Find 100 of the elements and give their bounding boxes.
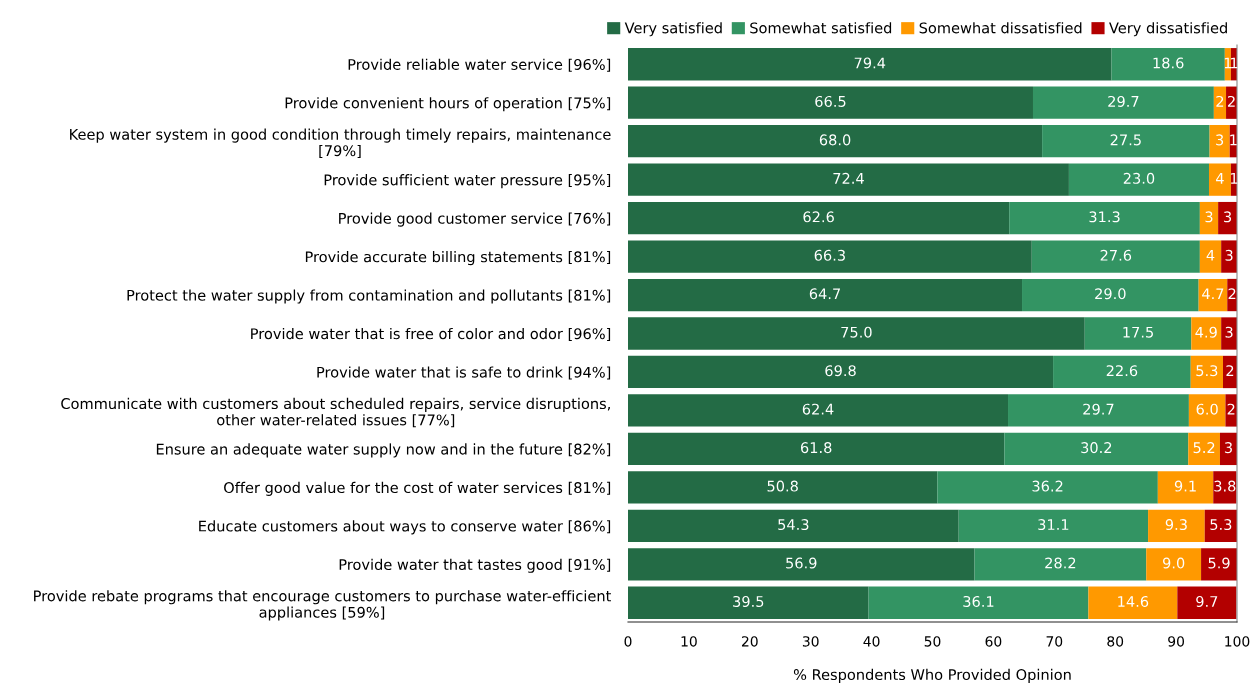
bar — [628, 471, 938, 504]
bar — [628, 355, 1054, 389]
bar — [628, 125, 1043, 158]
x-tick-label: 50 — [924, 636, 941, 647]
data-label: 17.5 — [1123, 326, 1153, 338]
data-label: 23.0 — [1123, 172, 1155, 184]
x-tick-label: 40 — [863, 636, 880, 647]
data-label: 2 — [1216, 95, 1224, 107]
data-label: 62.6 — [803, 211, 834, 223]
bar — [1022, 278, 1199, 312]
x-tick-label: 70 — [1046, 636, 1063, 647]
x-tick-label: 100 — [1225, 636, 1250, 647]
y-tick-label: Keep water system in good condition through timely repairs, maintenance [79%] — [70, 128, 611, 158]
y-tick-label: Offer good value for the cost of water services [81%] — [224, 481, 611, 496]
data-label: 29.7 — [1083, 403, 1114, 415]
bar — [1190, 355, 1223, 389]
bar — [1221, 317, 1237, 350]
data-label: 39.5 — [733, 595, 764, 607]
data-label: 69.8 — [825, 365, 856, 377]
y-tick-label: Provide accurate billing statements [81%] — [305, 251, 611, 266]
bar — [1198, 278, 1228, 312]
bar — [1199, 201, 1219, 235]
bar — [1031, 240, 1200, 273]
y-tick-label: Provide water that is safe to drink [94%] — [317, 366, 611, 380]
bar — [1084, 317, 1192, 350]
bar — [1053, 355, 1191, 389]
bar — [958, 509, 1149, 542]
bar — [1188, 394, 1226, 427]
data-label: 3 — [1224, 442, 1232, 454]
data-label: 9.1 — [1174, 480, 1196, 492]
data-label: 4.7 — [1202, 288, 1224, 300]
data-label: 4.9 — [1195, 326, 1217, 338]
bar — [628, 48, 1112, 81]
data-label: 31.3 — [1089, 211, 1120, 223]
bar — [1004, 432, 1189, 466]
data-label: 22.6 — [1106, 365, 1138, 377]
data-label: 68.0 — [819, 134, 851, 146]
data-label: 2 — [1228, 288, 1236, 300]
data-label: 18.6 — [1153, 57, 1184, 69]
data-label: 1 — [1230, 134, 1237, 146]
bar — [1199, 240, 1222, 273]
data-label: 5.3 — [1196, 365, 1218, 377]
y-tick-label: Provide sufficient water pressure [95%] — [324, 174, 611, 189]
data-label: 2 — [1226, 365, 1234, 376]
data-label: 3 — [1225, 326, 1233, 338]
x-tick-label: 60 — [985, 636, 1002, 647]
bar — [1042, 125, 1210, 158]
y-tick-label: Provide good customer service [76%] — [339, 212, 611, 227]
bar — [1213, 471, 1237, 504]
x-tick-label: 20 — [741, 636, 758, 647]
bar — [1008, 394, 1189, 427]
bar — [628, 86, 1033, 119]
bar — [628, 586, 869, 619]
bar — [1148, 509, 1205, 542]
data-label: 64.7 — [809, 288, 840, 300]
data-label: 31.1 — [1038, 519, 1069, 531]
data-label: 36.2 — [1032, 480, 1063, 492]
bar — [1221, 240, 1237, 273]
data-label: 3 — [1225, 249, 1233, 261]
data-label: 9.7 — [1196, 595, 1218, 607]
bar — [1068, 163, 1209, 196]
data-label: 61.8 — [800, 442, 832, 454]
bar — [1177, 586, 1237, 619]
data-label: 2 — [1227, 403, 1235, 415]
x-axis-title: % Respondents Who Provided Opinion — [793, 668, 1071, 683]
bar — [1208, 163, 1231, 196]
bar — [628, 317, 1085, 350]
bar — [628, 201, 1010, 235]
data-label: 75.0 — [841, 326, 872, 338]
bar — [628, 163, 1069, 196]
data-label: 54.3 — [778, 519, 809, 531]
data-label: 27.5 — [1110, 134, 1141, 146]
data-label: 66.3 — [814, 249, 845, 261]
data-label: 3 — [1205, 211, 1213, 223]
data-label: 6.0 — [1196, 403, 1218, 415]
y-tick-label: Provide water that tastes good [91%] — [339, 558, 611, 573]
legend-label: Somewhat satisfied — [750, 22, 892, 34]
bar — [1032, 86, 1214, 119]
data-label: 66.5 — [815, 95, 846, 107]
data-label: 3.8 — [1214, 480, 1236, 492]
bar — [628, 548, 975, 581]
bar — [628, 278, 1023, 312]
bar — [628, 394, 1009, 427]
legend-label: Very dissatisfied — [1109, 22, 1227, 37]
y-tick-label: Protect the water supply from contamination and pollutants [81%] — [127, 289, 611, 304]
bar — [1201, 548, 1237, 581]
data-label: 62.4 — [802, 403, 834, 415]
bar — [1188, 432, 1220, 466]
data-label: 56.9 — [786, 557, 817, 569]
bar — [1191, 317, 1222, 350]
data-label: 29.0 — [1095, 288, 1126, 300]
data-label: 27.6 — [1100, 249, 1132, 261]
bar — [628, 509, 959, 542]
data-label: 2 — [1227, 95, 1235, 107]
y-tick-label: Provide rebate programs that encourage customers to purchase water-efficient appliances [59%] — [34, 590, 611, 621]
bar — [974, 548, 1147, 581]
data-label: 4 — [1206, 249, 1215, 261]
data-label: 29.7 — [1108, 95, 1139, 107]
bar — [1157, 471, 1214, 504]
data-label: 9.0 — [1162, 557, 1185, 569]
